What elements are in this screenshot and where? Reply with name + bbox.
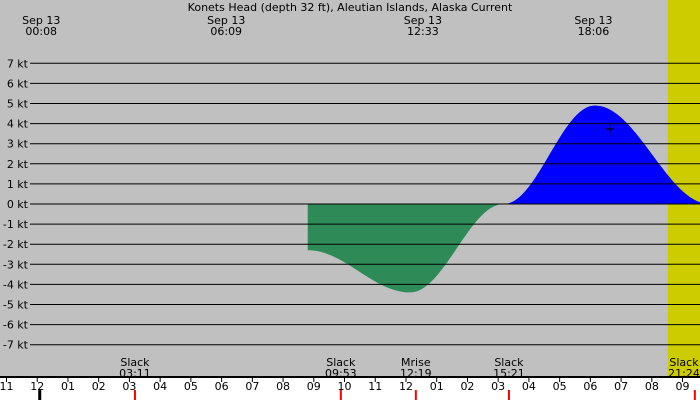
y-tick-label: 6 kt [7, 77, 29, 90]
y-tick-label: -4 kt [3, 278, 29, 291]
hour-label: 10 [338, 380, 352, 393]
y-tick-label: -7 kt [3, 339, 29, 352]
event-tick-mark [693, 390, 696, 400]
y-tick-label: -2 kt [3, 238, 29, 251]
hour-label: 12 [399, 380, 413, 393]
peak-time-label: 00:08 [25, 25, 57, 38]
hour-label: 11 [368, 380, 382, 393]
y-tick-label: -5 kt [3, 299, 29, 312]
y-tick-label: 7 kt [7, 57, 29, 70]
event-name-label: Slack [326, 356, 356, 369]
hour-label: 01 [61, 380, 75, 393]
chart-title: Konets Head (depth 32 ft), Aleutian Isla… [188, 1, 513, 14]
x-axis-bar [0, 376, 700, 378]
peak-date-label: Sep 13 [404, 14, 442, 27]
peak-time-label: 12:33 [407, 25, 439, 38]
midnight-marker [38, 390, 42, 400]
hour-label: 02 [460, 380, 474, 393]
hour-label: 02 [92, 380, 106, 393]
hour-label: 04 [153, 380, 167, 393]
hour-label: 08 [645, 380, 659, 393]
y-tick-label: 5 kt [7, 98, 29, 111]
peak-time-label: 06:09 [210, 25, 242, 38]
y-tick-label: 1 kt [7, 178, 29, 191]
hour-label: 07 [614, 380, 628, 393]
event-name-label: Slack [669, 356, 699, 369]
hour-label: 06 [215, 380, 229, 393]
hour-label: 05 [184, 380, 198, 393]
peak-date-label: Sep 13 [22, 14, 60, 27]
y-tick-label: 0 kt [7, 198, 29, 211]
event-tick-mark [339, 390, 342, 400]
y-tick-label: -6 kt [3, 319, 29, 332]
hour-label: 07 [245, 380, 259, 393]
peak-date-label: Sep 13 [574, 14, 612, 27]
hour-label: 09 [307, 380, 321, 393]
y-tick-label: 3 kt [7, 138, 29, 151]
hour-label: 12 [30, 380, 44, 393]
peak-marker: + [605, 122, 616, 137]
hour-label: 08 [276, 380, 290, 393]
hour-label: 11 [0, 380, 14, 393]
event-tick-mark [414, 390, 417, 400]
hour-label: 05 [553, 380, 567, 393]
flood-current-area [503, 105, 700, 204]
hour-label: 03 [491, 380, 505, 393]
y-tick-label: 2 kt [7, 158, 29, 171]
event-name-label: Slack [120, 356, 150, 369]
peak-time-label: 18:06 [578, 25, 610, 38]
hour-label: 04 [522, 380, 536, 393]
hour-label: 06 [583, 380, 597, 393]
event-time-label: 21:24 [668, 367, 700, 380]
hour-label: 03 [122, 380, 136, 393]
event-tick-mark [133, 390, 136, 400]
event-time-label: 09:53 [325, 367, 357, 380]
hour-label: 01 [430, 380, 444, 393]
hour-label: 09 [676, 380, 690, 393]
event-time-label: 03:11 [119, 367, 151, 380]
event-tick-mark [507, 390, 510, 400]
event-name-label: Mrise [401, 356, 431, 369]
y-tick-label: 4 kt [7, 118, 29, 131]
event-time-label: 12:19 [400, 367, 432, 380]
ebb-current-area [307, 204, 504, 293]
event-name-label: Slack [494, 356, 524, 369]
peak-date-label: Sep 13 [207, 14, 245, 27]
y-tick-label: -3 kt [3, 258, 29, 271]
y-tick-label: -1 kt [3, 218, 29, 231]
